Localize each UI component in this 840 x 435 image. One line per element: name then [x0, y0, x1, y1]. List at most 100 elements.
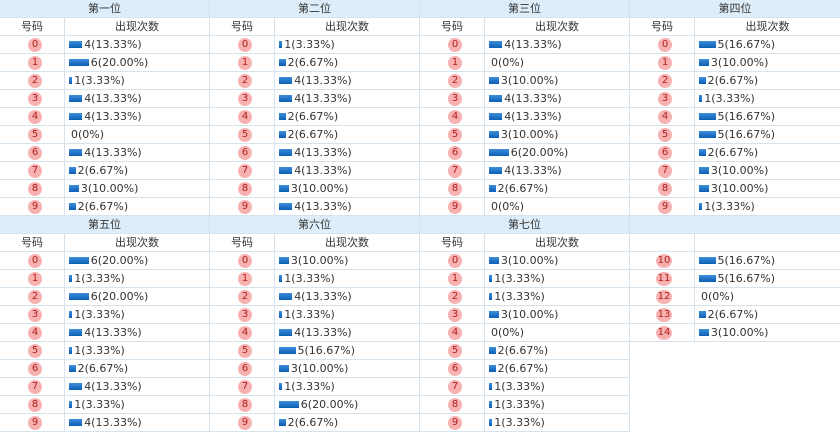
number-cell: 2: [630, 72, 695, 90]
number-ball: 5: [238, 344, 252, 358]
count-bar: [279, 329, 293, 336]
count-label: 6(20.00%): [90, 56, 149, 69]
count-bar: [279, 113, 286, 120]
count-cell: 4(13.33%): [275, 90, 420, 108]
count-bar: [69, 293, 89, 300]
count-cell: 3(10.00%): [275, 252, 420, 270]
count-bar: [279, 311, 283, 318]
number-cell: 7: [0, 162, 65, 180]
number-ball: 1: [448, 272, 462, 286]
count-bar: [699, 41, 716, 48]
count-label: 1(3.33%): [74, 308, 125, 321]
count-cell: 5(16.67%): [695, 126, 840, 144]
count-bar: [279, 257, 289, 264]
count-cell: 5(16.67%): [275, 342, 420, 360]
number-ball: 9: [448, 200, 462, 214]
count-bar: [489, 401, 493, 408]
number-cell: 7: [630, 162, 695, 180]
number-cell: 2: [210, 288, 275, 306]
number-cell: 0: [0, 252, 65, 270]
number-cell: 9: [420, 198, 485, 216]
number-cell: 11: [630, 270, 695, 288]
number-cell: 3: [420, 90, 485, 108]
number-ball: 0: [448, 38, 462, 52]
count-cell: 5(16.67%): [695, 270, 840, 288]
count-label: 5(16.67%): [717, 254, 776, 267]
count-cell: 0(0%): [695, 288, 840, 306]
count-cell: 4(13.33%): [485, 108, 630, 126]
number-cell: 3: [210, 306, 275, 324]
number-ball: 6: [448, 146, 462, 160]
count-bar: [69, 275, 73, 282]
number-ball: 12: [656, 290, 672, 304]
count-bar: [69, 365, 76, 372]
number-ball: 6: [448, 362, 462, 376]
count-bar: [699, 329, 709, 336]
count-cell: 2(6.67%): [65, 360, 210, 378]
count-label: 4(13.33%): [84, 380, 142, 393]
count-bar: [69, 257, 89, 264]
number-ball: 0: [28, 254, 42, 268]
count-cell: 1(3.33%): [275, 306, 420, 324]
count-cell: 4(13.33%): [65, 144, 210, 162]
number-ball: 0: [658, 38, 672, 52]
number-cell: 9: [210, 414, 275, 432]
count-label: 4(13.33%): [84, 416, 142, 429]
number-ball: 5: [448, 128, 462, 142]
count-cell: 3(10.00%): [485, 306, 630, 324]
count-bar: [489, 311, 499, 318]
number-ball: 1: [28, 272, 42, 286]
number-cell: 0: [420, 252, 485, 270]
count-label: 2(6.67%): [497, 344, 549, 357]
count-label: 4(13.33%): [294, 290, 352, 303]
count-label: 6(20.00%): [90, 254, 149, 267]
count-cell: 1(3.33%): [65, 342, 210, 360]
count-cell: 2(6.67%): [65, 162, 210, 180]
count-label: 3(10.00%): [500, 254, 559, 267]
number-cell: 8: [0, 180, 65, 198]
count-bar: [699, 113, 716, 120]
column-header: 出现次数: [65, 234, 210, 252]
number-ball: 4: [448, 326, 462, 340]
count-cell: 2(6.67%): [485, 342, 630, 360]
number-ball: 2: [658, 74, 672, 88]
panel-title: 第七位: [420, 216, 630, 234]
count-label: 2(6.67%): [287, 110, 339, 123]
count-bar: [279, 347, 296, 354]
count-cell: 2(6.67%): [275, 126, 420, 144]
count-label: 2(6.67%): [497, 182, 549, 195]
column-header: [630, 234, 695, 252]
count-cell: 2(6.67%): [485, 180, 630, 198]
number-ball: 8: [238, 182, 252, 196]
count-bar: [489, 113, 503, 120]
count-label: 1(3.33%): [74, 272, 125, 285]
number-ball: 1: [238, 272, 252, 286]
count-bar: [69, 383, 83, 390]
number-ball: 9: [28, 200, 42, 214]
count-label: 3(10.00%): [500, 308, 559, 321]
count-cell: 2(6.67%): [695, 306, 840, 324]
count-bar: [699, 149, 706, 156]
number-cell: 5: [630, 126, 695, 144]
count-cell: 4(13.33%): [65, 108, 210, 126]
count-bar: [699, 59, 709, 66]
count-bar: [279, 419, 286, 426]
number-cell: 4: [420, 108, 485, 126]
count-cell: 6(20.00%): [65, 288, 210, 306]
column-header: 号码: [210, 18, 275, 36]
count-bar: [69, 185, 79, 192]
column-header: 号码: [0, 18, 65, 36]
count-cell: 4(13.33%): [485, 36, 630, 54]
count-cell: 3(10.00%): [695, 162, 840, 180]
count-label: 1(3.33%): [284, 272, 335, 285]
number-cell: 2: [420, 72, 485, 90]
count-bar: [279, 365, 289, 372]
count-cell: 4(13.33%): [65, 414, 210, 432]
column-header: 号码: [630, 18, 695, 36]
count-bar: [489, 365, 496, 372]
number-cell: 5: [420, 342, 485, 360]
count-label: 6(20.00%): [90, 290, 149, 303]
panel-title: 第五位: [0, 216, 210, 234]
number-cell: 9: [420, 414, 485, 432]
count-bar: [279, 95, 293, 102]
